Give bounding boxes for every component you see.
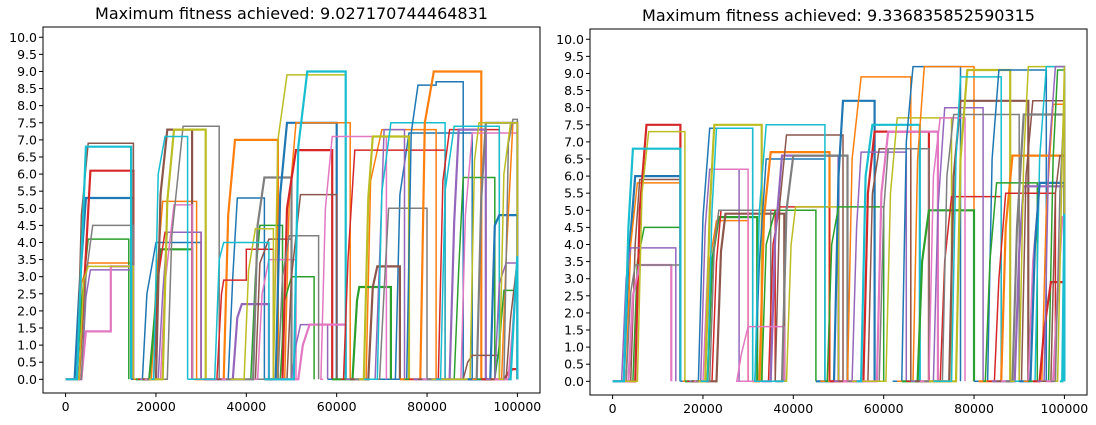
y-tick-label: 1.0 — [564, 340, 584, 355]
y-tick-label: 0.0 — [564, 374, 584, 389]
series-line — [779, 206, 840, 383]
y-tick-label: 2.0 — [17, 303, 37, 318]
series-line — [928, 68, 1012, 383]
y-tick-label: 1.5 — [564, 323, 584, 338]
series-line — [1059, 213, 1066, 383]
series-line — [395, 80, 464, 381]
series-line — [151, 135, 189, 381]
chart-title: Maximum fitness achieved: 9.336835852590… — [642, 6, 1035, 25]
y-tick-label: 2.5 — [564, 288, 584, 303]
y-tick-label: 5.5 — [17, 184, 37, 199]
y-tick-label: 2.5 — [17, 286, 37, 301]
series-line — [341, 149, 446, 381]
y-tick-label: 0.5 — [17, 355, 37, 370]
series-line — [1055, 66, 1066, 383]
y-tick-label: 7.0 — [564, 134, 584, 149]
series-line — [142, 128, 194, 381]
y-tick-label: 4.0 — [17, 235, 37, 250]
series-group — [65, 70, 519, 381]
series-line — [612, 130, 686, 383]
y-tick-label: 6.5 — [564, 151, 584, 166]
y-tick-label: 8.5 — [17, 81, 37, 96]
series-line — [187, 241, 270, 381]
chart-title: Maximum fitness achieved: 9.027170744464… — [95, 4, 488, 23]
series-line — [418, 354, 501, 381]
y-tick-label: 5.0 — [564, 203, 584, 218]
x-tick-label: 100000 — [1041, 401, 1089, 416]
y-tick-label: 8.5 — [564, 83, 584, 98]
series-line — [700, 127, 754, 383]
y-tick-label: 9.0 — [17, 64, 37, 79]
y-tick-label: 3.5 — [564, 254, 584, 269]
y-tick-label: 10.0 — [9, 30, 37, 45]
series-line — [436, 125, 501, 381]
y-tick-label: 0.0 — [17, 372, 37, 387]
x-tick-label: 60000 — [864, 401, 904, 416]
y-tick-label: 6.0 — [564, 169, 584, 184]
y-tick-label: 8.0 — [17, 98, 37, 113]
x-tick-label: 80000 — [954, 401, 994, 416]
series-line — [399, 70, 483, 381]
series-line — [65, 145, 133, 381]
series-line — [735, 325, 786, 383]
series-line — [754, 124, 826, 383]
x-tick-label: 40000 — [226, 399, 266, 414]
series-line — [612, 147, 682, 383]
series-line — [149, 128, 207, 381]
series-line — [691, 212, 786, 383]
series-line — [320, 135, 388, 381]
series-line — [761, 154, 840, 383]
y-tick-label: 1.5 — [17, 321, 37, 336]
series-line — [359, 135, 411, 381]
y-tick-label: 7.5 — [564, 117, 584, 132]
x-tick-label: 100000 — [494, 399, 542, 414]
y-tick-label: 9.5 — [17, 47, 37, 62]
series-line — [146, 125, 220, 381]
x-tick-label: 20000 — [683, 401, 723, 416]
series-line — [933, 76, 1002, 383]
y-tick-label: 1.0 — [17, 338, 37, 353]
y-tick-label: 3.5 — [17, 252, 37, 267]
series-group — [612, 65, 1066, 383]
y-tick-label: 6.5 — [17, 149, 37, 164]
y-tick-label: 10.0 — [556, 32, 584, 47]
series-line — [856, 123, 921, 383]
y-tick-label: 9.0 — [564, 66, 584, 81]
series-line — [852, 117, 953, 383]
x-tick-label: 0 — [609, 401, 617, 416]
left-chart: Maximum fitness achieved: 9.027170744464… — [9, 4, 541, 414]
series-line — [230, 228, 275, 381]
series-line — [226, 176, 293, 381]
y-tick-label: 6.0 — [17, 167, 37, 182]
x-tick-label: 20000 — [136, 399, 176, 414]
x-tick-label: 80000 — [407, 399, 447, 414]
x-tick-label: 40000 — [773, 401, 813, 416]
right-chart: Maximum fitness achieved: 9.336835852590… — [556, 6, 1088, 416]
y-tick-label: 3.0 — [17, 269, 37, 284]
y-tick-label: 4.5 — [564, 220, 584, 235]
y-tick-label: 7.5 — [17, 115, 37, 130]
y-tick-label: 7.0 — [17, 132, 37, 147]
y-tick-label: 5.0 — [17, 201, 37, 216]
y-tick-label: 5.5 — [564, 186, 584, 201]
y-tick-label: 2.0 — [564, 305, 584, 320]
y-tick-label: 3.0 — [564, 271, 584, 286]
series-line — [612, 247, 677, 383]
plot-frame — [42, 26, 541, 394]
series-line — [198, 248, 275, 381]
y-tick-label: 9.5 — [564, 49, 584, 64]
series-line — [264, 70, 347, 381]
series-line — [508, 256, 519, 381]
series-line — [498, 122, 519, 381]
y-tick-label: 0.5 — [564, 357, 584, 372]
y-tick-label: 4.5 — [17, 218, 37, 233]
x-tick-label: 0 — [62, 399, 70, 414]
series-line — [612, 263, 673, 383]
y-tick-label: 4.0 — [564, 237, 584, 252]
series-line — [689, 168, 740, 383]
plot-frame — [589, 28, 1088, 396]
x-tick-label: 60000 — [317, 399, 357, 414]
y-tick-label: 8.0 — [564, 100, 584, 115]
